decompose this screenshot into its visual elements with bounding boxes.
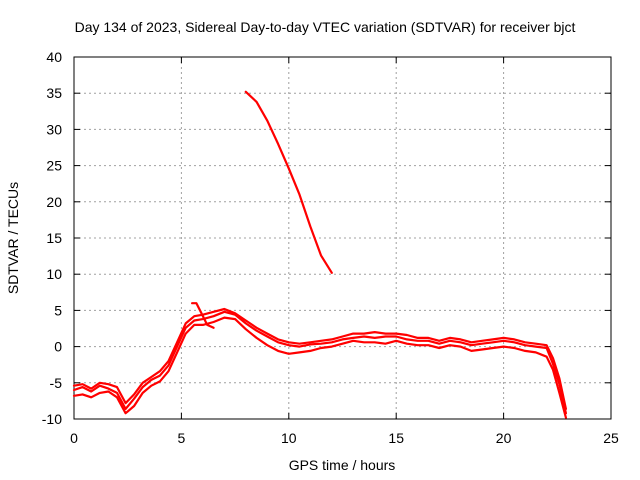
y-tick-label: -5 (50, 375, 63, 391)
data-series (72, 90, 568, 419)
x-tick-label: 20 (496, 430, 512, 446)
x-tick-label: 5 (178, 430, 186, 446)
y-tick-label: 5 (54, 302, 62, 318)
chart-title: Day 134 of 2023, Sidereal Day-to-day VTE… (75, 19, 576, 35)
y-tick-label: 10 (46, 266, 62, 282)
y-tick-label: 0 (54, 339, 62, 355)
series-line-satellite-arc-low-2 (72, 316, 568, 419)
series-line-satellite-arc-low-3 (72, 307, 568, 410)
y-tick-label: 25 (46, 158, 62, 174)
y-tick-label: -10 (42, 411, 62, 427)
x-tick-label: 0 (70, 430, 78, 446)
grid (74, 57, 611, 419)
x-tick-label: 25 (603, 430, 619, 446)
axis-ticks (73, 56, 612, 420)
x-tick-label: 10 (281, 430, 297, 446)
x-tick-labels: 0 5 10 15 20 25 (70, 430, 619, 446)
y-tick-label: 40 (46, 49, 62, 65)
y-tick-label: 35 (46, 85, 62, 101)
y-tick-label: 15 (46, 230, 62, 246)
y-tick-labels: -10 -5 0 5 10 15 20 25 30 35 40 (42, 49, 62, 427)
x-axis-label: GPS time / hours (289, 457, 396, 473)
series-line-satellite-arc-spike (191, 302, 215, 329)
y-tick-label: 30 (46, 121, 62, 137)
series-line-satellite-arc-low-1 (72, 310, 568, 415)
series-line-satellite-arc-high (244, 90, 333, 274)
y-axis-label: SDTVAR / TECUs (5, 182, 21, 294)
y-tick-label: 20 (46, 194, 62, 210)
x-tick-label: 15 (388, 430, 404, 446)
